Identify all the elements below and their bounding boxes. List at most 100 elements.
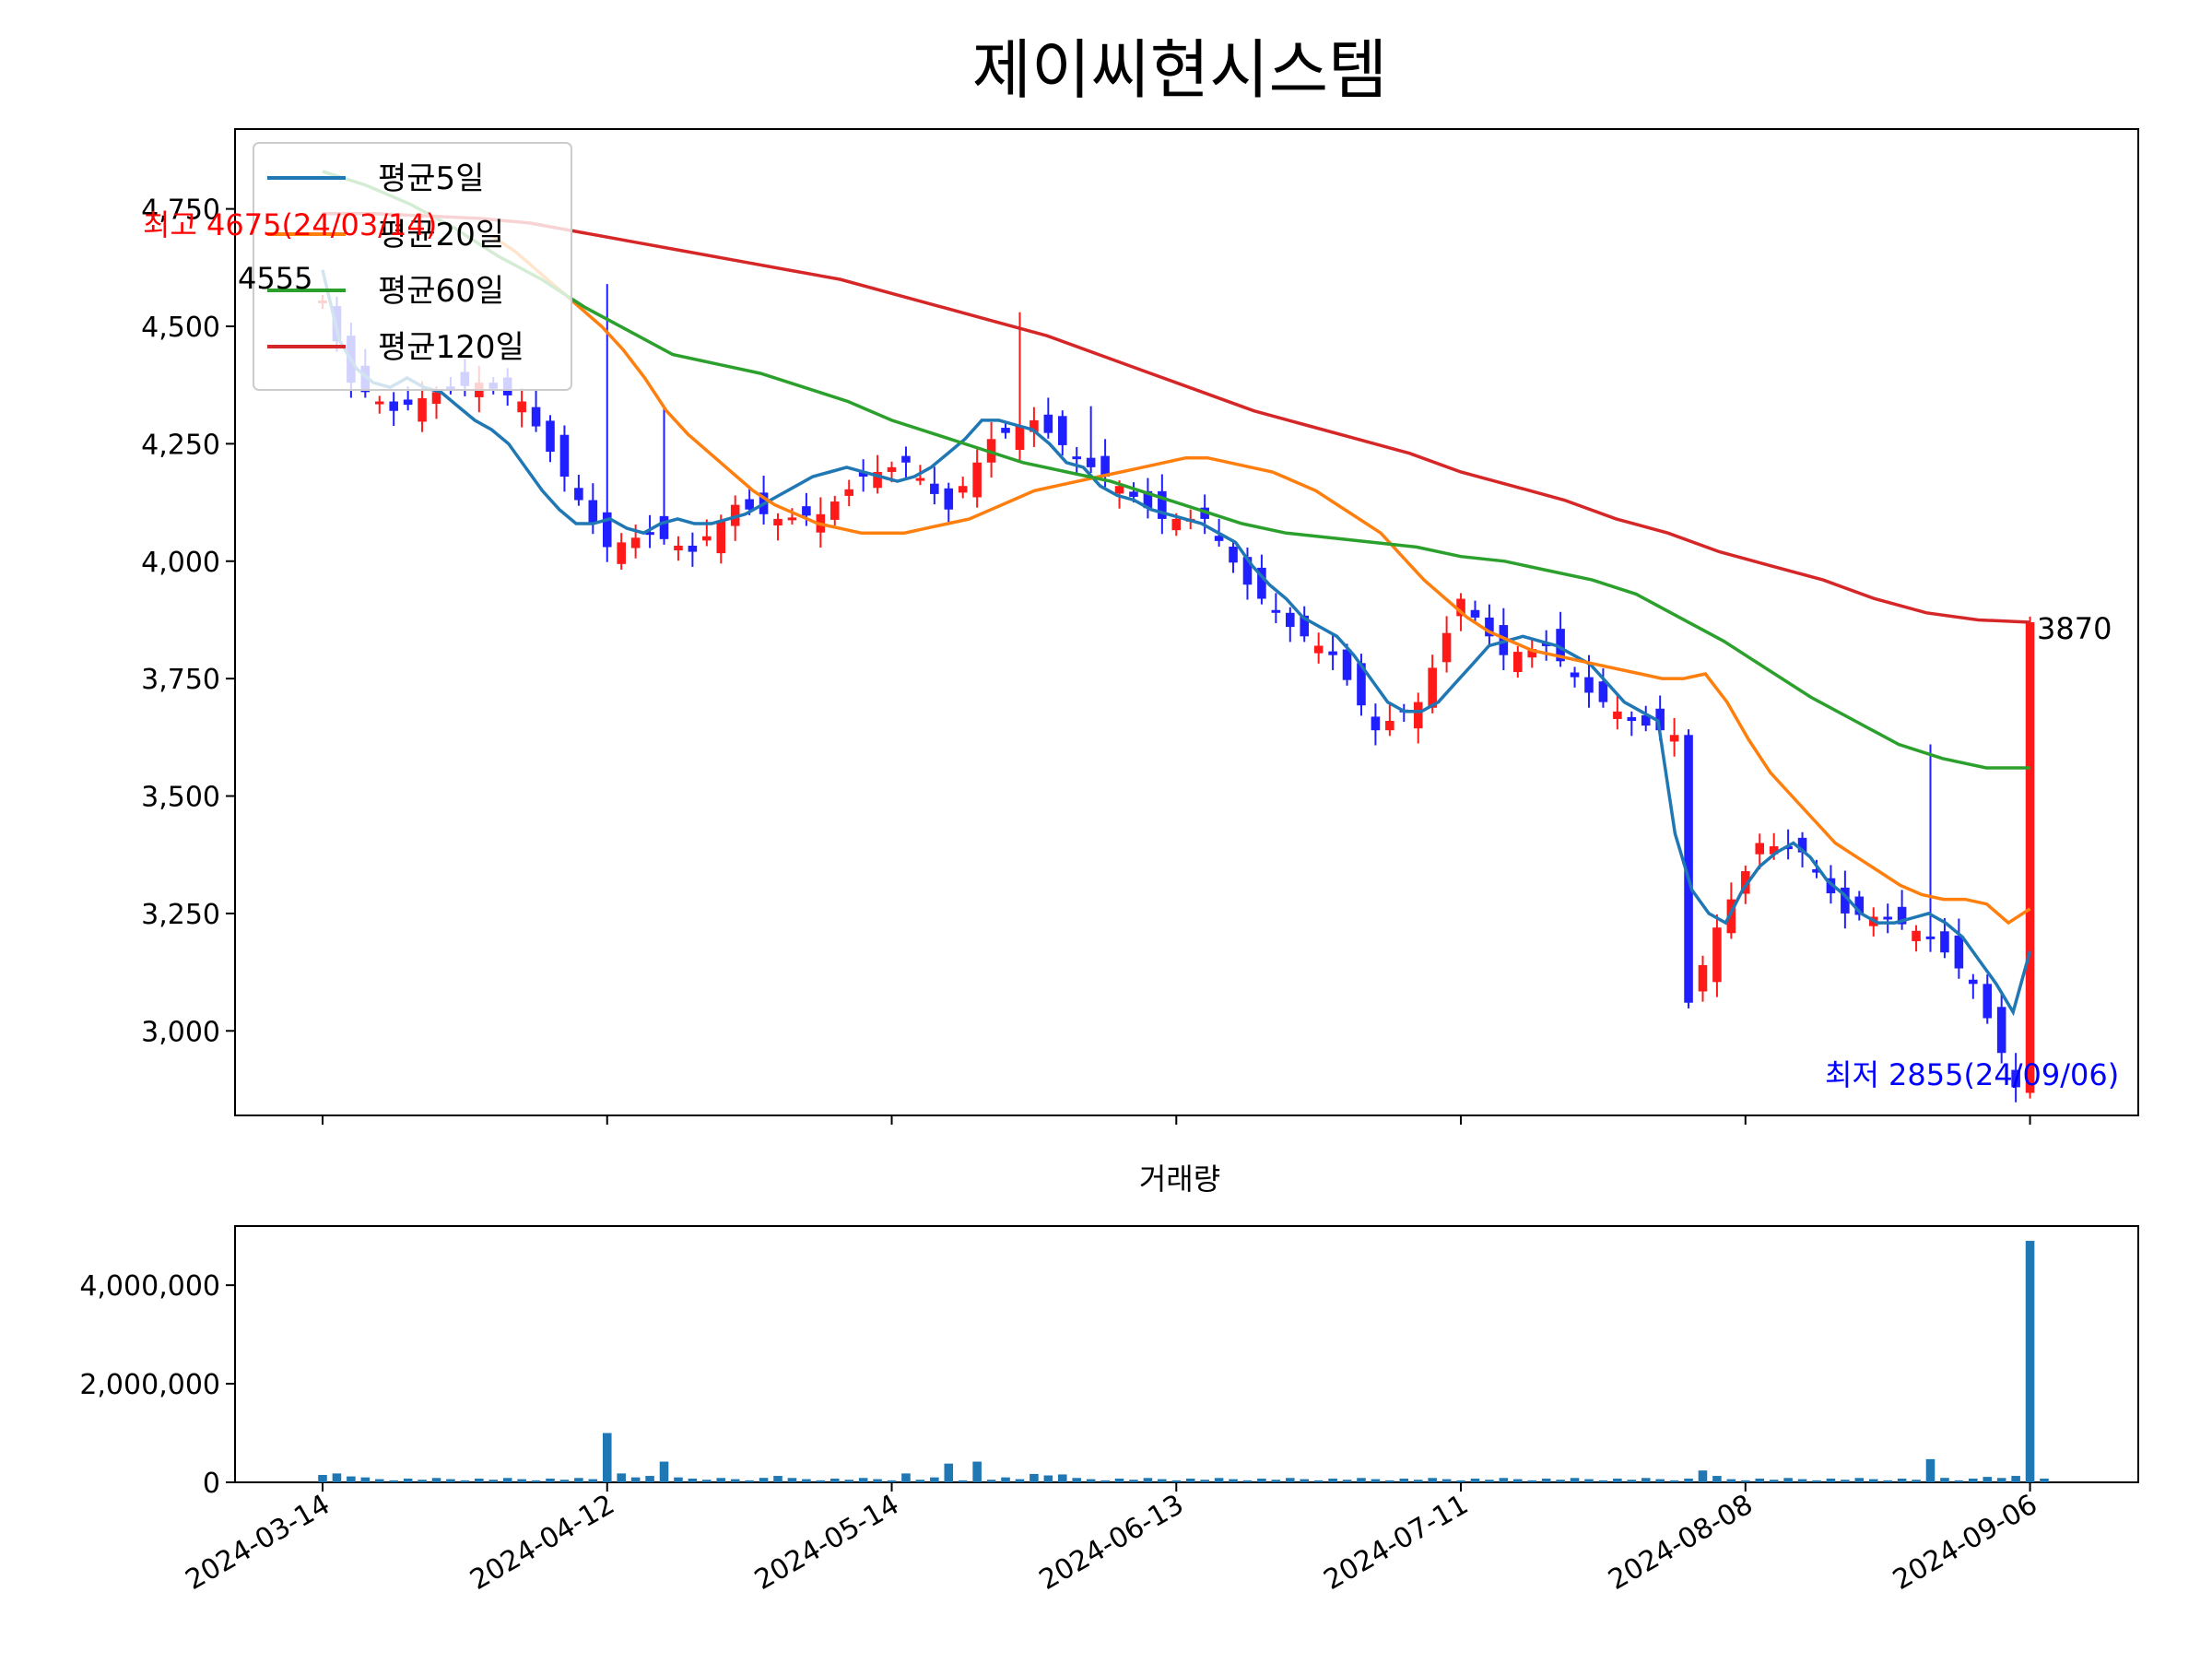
candle-body	[418, 397, 427, 422]
candle-body	[1954, 935, 1964, 969]
candle-body	[1883, 916, 1892, 920]
candle-body	[787, 517, 797, 521]
xtick-label: 2024-05-14	[749, 1489, 904, 1597]
candle-body	[1371, 716, 1381, 731]
volume-bar	[887, 1480, 897, 1482]
high-annotation: 최고 4675(24/03/14)	[143, 207, 437, 242]
volume-bar	[347, 1476, 356, 1482]
xtick-label: 2024-06-13	[1034, 1489, 1189, 1597]
volume-bar	[1441, 1479, 1452, 1482]
volume-bar	[1669, 1480, 1679, 1482]
volume-bar	[630, 1477, 641, 1482]
volume-bar	[446, 1479, 455, 1482]
price-ytick-label: 4,000	[141, 547, 220, 579]
volume-bar	[1171, 1480, 1182, 1482]
volume-bar	[1527, 1480, 1537, 1482]
candle-body	[1698, 964, 1708, 992]
volume-bar	[930, 1477, 939, 1482]
candle-body	[688, 545, 698, 552]
volume-bar	[1371, 1479, 1381, 1482]
volume-bar	[1897, 1478, 1907, 1482]
volume-ytick-label: 4,000,000	[79, 1270, 220, 1303]
volume-axes-frame	[234, 1225, 2139, 1483]
xtick-label: 2024-07-11	[1319, 1489, 1474, 1597]
volume-bar	[1940, 1478, 1949, 1482]
volume-bar	[1001, 1477, 1010, 1482]
volume-bar	[318, 1474, 327, 1482]
candle-body	[1598, 681, 1608, 702]
volume-bar	[1513, 1479, 1523, 1482]
volume-bar	[2025, 1241, 2035, 1482]
volume-bar	[1969, 1478, 1978, 1482]
volume-bar	[1229, 1479, 1238, 1482]
candle-body	[773, 518, 782, 526]
volume-bar	[418, 1480, 427, 1482]
volume-plot: 0 2,000,000 4,000,000 2024-03-14 2024-04-12 2…	[79, 1225, 2139, 1597]
volume-bar	[1868, 1479, 1878, 1482]
candle-body	[1143, 490, 1153, 509]
xtick-label: 2024-08-08	[1603, 1489, 1758, 1597]
candle-body	[1158, 490, 1167, 519]
candle-body	[531, 407, 541, 427]
candle-body	[1712, 927, 1722, 983]
volume-bar	[403, 1478, 413, 1482]
candle-body	[1242, 557, 1253, 585]
xtick-label: 2024-09-06	[1888, 1489, 2042, 1597]
candle-body	[1057, 416, 1067, 445]
candle-body	[1726, 899, 1736, 934]
volume-bar	[1613, 1478, 1622, 1482]
volume-bar	[1214, 1478, 1224, 1482]
volume-bar	[702, 1480, 712, 1482]
volume-bar	[1428, 1478, 1437, 1482]
volume-title: 거래량	[1139, 1162, 1220, 1197]
volume-bar	[1698, 1470, 1708, 1482]
candle-body	[1513, 652, 1523, 673]
candle-body	[674, 545, 683, 551]
candle-body	[972, 462, 982, 498]
candle-body	[1541, 643, 1551, 646]
volume-bar	[1584, 1479, 1594, 1482]
price-ytick-label: 3,750	[141, 664, 220, 696]
candle-body	[2025, 622, 2035, 1093]
legend-label: 평균60일	[378, 273, 504, 310]
candle-body	[930, 483, 939, 494]
volume-bar	[1300, 1479, 1310, 1482]
candle-body	[546, 420, 555, 453]
legend-label: 평균5일	[378, 160, 484, 197]
candle-body	[1925, 936, 1936, 939]
candle-body	[958, 486, 968, 493]
candle-body	[1570, 672, 1580, 678]
candle-body	[559, 434, 570, 478]
volume-bar	[1313, 1480, 1324, 1482]
volume-bar	[1741, 1480, 1750, 1482]
candle-body	[702, 536, 712, 541]
candle-body	[403, 399, 413, 406]
candle-body	[1741, 871, 1750, 894]
volume-bar	[374, 1479, 384, 1482]
candle-body	[1641, 714, 1651, 726]
candle-body	[1485, 617, 1494, 637]
candle-body	[588, 500, 598, 524]
candle-body	[1755, 843, 1765, 855]
volume-bar	[858, 1478, 868, 1482]
candle-body	[1171, 518, 1182, 531]
volume-bar	[1143, 1478, 1153, 1482]
volume-bar	[944, 1463, 954, 1482]
candle-body	[389, 401, 398, 411]
candle-body	[1684, 735, 1693, 1003]
candle-body	[1285, 612, 1295, 628]
volume-bar	[1812, 1480, 1821, 1482]
candle-body	[887, 466, 897, 472]
volume-bar	[559, 1480, 570, 1482]
candle-body	[1456, 598, 1465, 617]
volume-bar	[617, 1473, 626, 1482]
volume-bar	[972, 1461, 982, 1482]
xtick-label: 2024-04-12	[465, 1489, 619, 1597]
candle-body	[1841, 887, 1850, 914]
candle-body	[1584, 677, 1594, 693]
volume-bar	[873, 1479, 882, 1482]
volume-bar	[1015, 1479, 1025, 1482]
volume-bar	[1556, 1480, 1565, 1482]
volume-bar	[1627, 1480, 1637, 1482]
